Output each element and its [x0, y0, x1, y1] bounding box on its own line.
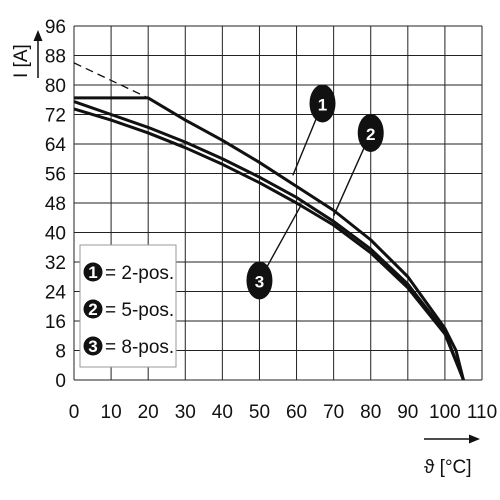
x-axis-label: ϑ [°C]	[424, 457, 472, 478]
x-tick-label: 90	[397, 402, 418, 423]
series-line-3	[73, 107, 465, 381]
x-axis-arrow-head	[469, 434, 480, 444]
x-tick-label: 60	[286, 402, 307, 423]
y-tick-label: 64	[45, 135, 67, 156]
callout-marker-1	[309, 84, 336, 123]
x-tick-label: 70	[323, 402, 344, 423]
y-tick-label: 8	[55, 342, 66, 363]
series-line-2	[73, 100, 465, 381]
x-tick-label: 100	[429, 402, 461, 423]
callout-number-3: 3	[255, 272, 264, 291]
x-tick-label: 50	[249, 402, 270, 423]
series-line-1	[74, 96, 465, 381]
legend-label-2: = 5-pos.	[105, 300, 174, 321]
y-tick-label: 56	[45, 165, 66, 186]
tick-labels: 0 10 20 30 40 50 60 70 80 90 100 110081624324048566…	[45, 17, 497, 423]
legend-marker-2	[83, 299, 103, 319]
legend-marker-number: 1	[88, 263, 97, 282]
callout-number-1: 1	[318, 95, 327, 114]
legend-marker-number: 2	[88, 300, 97, 319]
legend-label-3: = 8-pos.	[105, 337, 174, 358]
x-tick-label: 10	[101, 402, 122, 423]
callout-number-2: 2	[366, 125, 375, 144]
callouts: 1 2 3	[246, 84, 384, 300]
y-tick-label: 80	[45, 76, 66, 97]
y-tick-label: 88	[45, 47, 66, 68]
y-tick-label: 16	[45, 312, 66, 333]
y-tick-label: 72	[45, 106, 66, 127]
x-tick-label: 0	[69, 402, 80, 423]
callout-marker-2	[357, 113, 384, 152]
x-tick-label: 30	[175, 402, 196, 423]
y-tick-label: 32	[45, 253, 66, 274]
y-axis-label: I [A]	[11, 44, 32, 78]
x-tick-label: 110	[467, 402, 497, 423]
axis-labels: I [A] ϑ [°C]	[11, 30, 480, 478]
x-tick-label: 40	[212, 402, 233, 423]
y-tick-label: 96	[45, 17, 66, 38]
y-axis-arrow-head	[33, 30, 43, 41]
x-tick-label: 20	[138, 402, 159, 423]
callout-marker-3	[246, 261, 273, 300]
legend-marker-1	[83, 262, 103, 282]
y-tick-label: 48	[45, 194, 66, 215]
x-tick-label: 80	[360, 402, 381, 423]
y-tick-label: 40	[45, 224, 66, 245]
y-tick-label: 24	[45, 283, 67, 304]
grid	[73, 25, 483, 381]
legend-marker-3	[83, 336, 103, 356]
series-lines	[73, 62, 465, 381]
legend-marker-number: 3	[88, 337, 97, 356]
extrapolation-dashed-line	[73, 62, 149, 99]
legend: 1 = 2-pos. 2 = 5-pos. 3 = 8-pos.	[79, 244, 177, 368]
legend-label-1: = 2-pos.	[105, 263, 174, 284]
y-tick-label: 0	[55, 371, 66, 392]
